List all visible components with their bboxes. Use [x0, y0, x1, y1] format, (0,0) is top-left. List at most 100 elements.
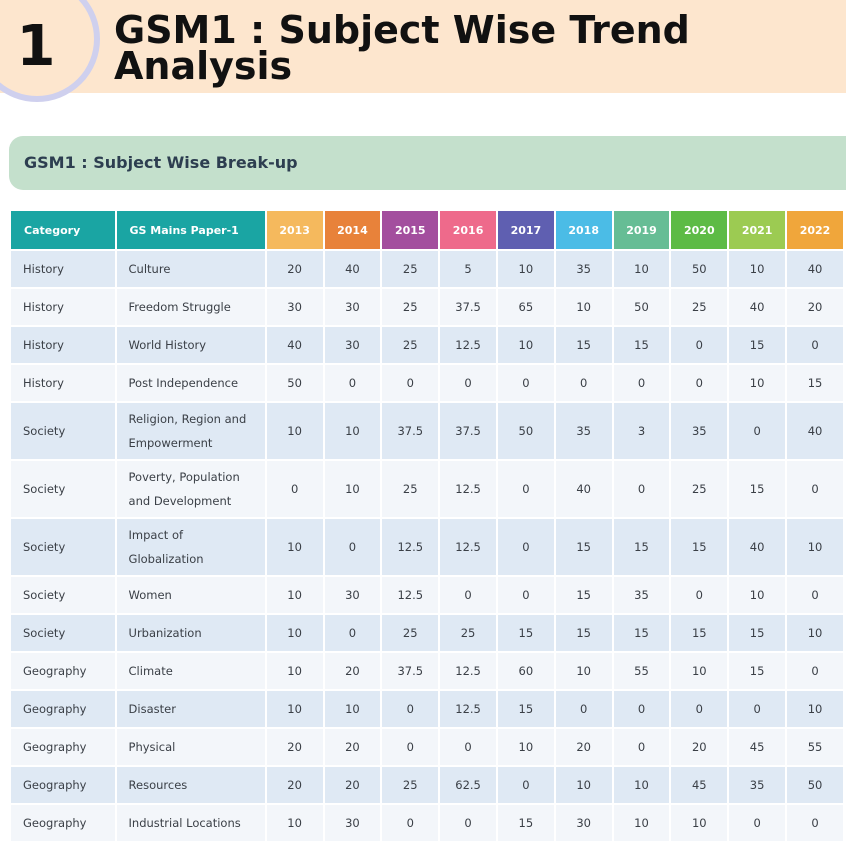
cell-value-2013: 30 — [266, 289, 323, 325]
section-title: GSM1 : Subject Wise Break-up — [24, 153, 298, 172]
cell-value-2021: 10 — [729, 577, 786, 613]
cell-value-2015: 12.5 — [382, 577, 439, 613]
cell-value-2021: 40 — [729, 519, 786, 575]
cell-value-2018: 10 — [555, 653, 612, 689]
cell-value-2021: 15 — [729, 615, 786, 651]
section-header — [9, 136, 846, 190]
cell-value-2014: 20 — [324, 653, 381, 689]
header-year-2022: 2022 — [787, 211, 843, 249]
cell-value-2017: 0 — [497, 577, 554, 613]
cell-value-2013: 20 — [266, 251, 323, 287]
subject-trend-table: Category GS Mains Paper-1 2013 2014 2015… — [9, 209, 845, 843]
table-row: Geography Industrial Locations 10 30 0 0 15 30 1… — [11, 805, 843, 841]
cell-value-2020: 10 — [671, 805, 728, 841]
cell-category: History — [11, 327, 115, 363]
table-header-row: Category GS Mains Paper-1 2013 2014 2015… — [11, 211, 843, 249]
cell-value-2017: 0 — [497, 461, 554, 517]
cell-topic: Religion, Region and Empowerment — [116, 403, 265, 459]
cell-value-2017: 50 — [497, 403, 554, 459]
cell-value-2018: 15 — [555, 577, 612, 613]
cell-value-2016: 12.5 — [440, 691, 496, 727]
cell-value-2021: 0 — [729, 805, 786, 841]
cell-value-2017: 65 — [497, 289, 554, 325]
cell-value-2013: 0 — [266, 461, 323, 517]
header-year-2014: 2014 — [324, 211, 381, 249]
cell-value-2017: 10 — [497, 729, 554, 765]
cell-value-2017: 15 — [497, 805, 554, 841]
cell-topic: Resources — [116, 767, 265, 803]
cell-value-2013: 10 — [266, 403, 323, 459]
table-row: Geography Physical 20 20 0 0 10 20 0 20 45 55 — [11, 729, 843, 765]
table-row: Geography Resources 20 20 25 62.5 0 10 10 45 35 50 — [11, 767, 843, 803]
table-body: History Culture 20 40 25 5 10 35 10 50 10 40 History… — [11, 251, 843, 841]
cell-value-2017: 15 — [497, 615, 554, 651]
cell-value-2022: 0 — [787, 653, 843, 689]
cell-category: Geography — [11, 767, 115, 803]
cell-category: Geography — [11, 805, 115, 841]
cell-value-2018: 35 — [555, 251, 612, 287]
cell-category: History — [11, 289, 115, 325]
table-row: Society Poverty, Population and Developme… — [11, 461, 843, 517]
page-title: GSM1 : Subject Wise Trend Analysis — [114, 8, 690, 88]
cell-value-2020: 25 — [671, 461, 728, 517]
cell-topic: Poverty, Population and Development — [116, 461, 265, 517]
cell-value-2015: 25 — [382, 461, 439, 517]
hero-number: 1 — [16, 14, 56, 79]
cell-value-2019: 0 — [613, 461, 670, 517]
cell-value-2017: 0 — [497, 365, 554, 401]
cell-value-2015: 0 — [382, 365, 439, 401]
cell-value-2022: 50 — [787, 767, 843, 803]
cell-value-2018: 0 — [555, 365, 612, 401]
cell-value-2020: 35 — [671, 403, 728, 459]
cell-topic: Post Independence — [116, 365, 265, 401]
cell-value-2018: 10 — [555, 289, 612, 325]
cell-topic: Urbanization — [116, 615, 265, 651]
header-year-2019: 2019 — [613, 211, 670, 249]
cell-value-2014: 40 — [324, 251, 381, 287]
cell-value-2016: 12.5 — [440, 461, 496, 517]
cell-value-2019: 3 — [613, 403, 670, 459]
table-row: Society Impact of Globalization 10 0 12.5 12.… — [11, 519, 843, 575]
cell-value-2016: 0 — [440, 365, 496, 401]
cell-category: Geography — [11, 729, 115, 765]
cell-value-2021: 0 — [729, 403, 786, 459]
header-year-2017: 2017 — [497, 211, 554, 249]
cell-value-2013: 10 — [266, 805, 323, 841]
cell-value-2014: 10 — [324, 691, 381, 727]
header-year-2020: 2020 — [671, 211, 728, 249]
cell-value-2022: 10 — [787, 691, 843, 727]
cell-value-2017: 0 — [497, 767, 554, 803]
cell-value-2015: 25 — [382, 615, 439, 651]
cell-value-2017: 60 — [497, 653, 554, 689]
cell-value-2013: 50 — [266, 365, 323, 401]
header-year-2016: 2016 — [440, 211, 496, 249]
cell-value-2016: 37.5 — [440, 289, 496, 325]
cell-value-2022: 10 — [787, 615, 843, 651]
cell-value-2022: 0 — [787, 805, 843, 841]
cell-value-2015: 0 — [382, 805, 439, 841]
header-year-2018: 2018 — [555, 211, 612, 249]
cell-value-2020: 0 — [671, 365, 728, 401]
cell-value-2022: 40 — [787, 251, 843, 287]
cell-category: History — [11, 365, 115, 401]
cell-topic: Freedom Struggle — [116, 289, 265, 325]
cell-value-2022: 40 — [787, 403, 843, 459]
cell-category: Society — [11, 615, 115, 651]
cell-category: Society — [11, 519, 115, 575]
cell-value-2014: 30 — [324, 327, 381, 363]
cell-category: History — [11, 251, 115, 287]
cell-value-2019: 0 — [613, 729, 670, 765]
cell-value-2022: 10 — [787, 519, 843, 575]
cell-value-2020: 45 — [671, 767, 728, 803]
cell-value-2013: 10 — [266, 519, 323, 575]
cell-value-2021: 40 — [729, 289, 786, 325]
cell-value-2022: 0 — [787, 327, 843, 363]
cell-value-2013: 40 — [266, 327, 323, 363]
cell-value-2017: 0 — [497, 519, 554, 575]
cell-value-2015: 0 — [382, 691, 439, 727]
table-row: Society Women 10 30 12.5 0 0 15 35 0 10 0 — [11, 577, 843, 613]
cell-value-2018: 35 — [555, 403, 612, 459]
cell-value-2013: 10 — [266, 577, 323, 613]
cell-value-2019: 10 — [613, 805, 670, 841]
cell-category: Society — [11, 577, 115, 613]
